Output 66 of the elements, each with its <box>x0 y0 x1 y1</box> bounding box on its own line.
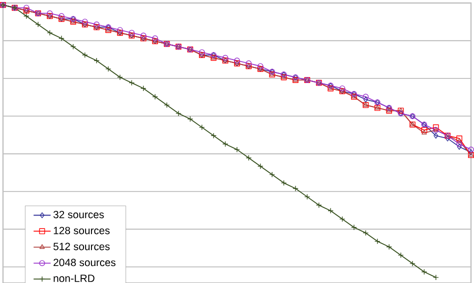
legend-label: 128 sources <box>54 226 110 234</box>
point <box>128 30 135 36</box>
point <box>257 163 264 170</box>
point <box>280 180 287 186</box>
point <box>234 146 240 152</box>
point <box>328 208 334 214</box>
point <box>23 13 30 20</box>
point <box>210 132 217 139</box>
point <box>105 66 112 72</box>
point <box>457 144 462 150</box>
point <box>246 60 252 66</box>
point <box>421 268 428 275</box>
point <box>339 216 346 222</box>
point <box>46 10 53 16</box>
point <box>140 32 146 39</box>
point <box>23 4 30 11</box>
point <box>362 230 369 236</box>
point <box>222 141 228 147</box>
point <box>316 202 322 208</box>
point <box>351 224 357 230</box>
legend-label: non-LRD <box>54 274 94 282</box>
point <box>456 141 462 147</box>
point <box>117 74 123 80</box>
legend-label: 2048 sources <box>54 258 116 266</box>
legend-label: 512 sources <box>53 242 110 250</box>
point <box>445 136 450 142</box>
point <box>198 49 205 56</box>
point <box>140 85 146 92</box>
point <box>94 58 100 64</box>
point <box>386 244 392 250</box>
point <box>456 136 462 142</box>
point <box>398 252 404 258</box>
point <box>35 22 42 28</box>
point <box>187 116 194 122</box>
point <box>257 63 264 70</box>
point <box>82 52 88 58</box>
point <box>292 186 298 192</box>
point <box>234 58 240 64</box>
point <box>432 124 439 130</box>
point <box>339 85 346 92</box>
point <box>374 238 380 244</box>
point <box>434 132 438 139</box>
legend-label: 32 sources <box>53 210 104 218</box>
point <box>152 94 158 100</box>
point <box>198 124 205 130</box>
point <box>362 94 369 100</box>
point <box>46 30 53 36</box>
point <box>164 102 170 108</box>
point <box>363 96 368 102</box>
point <box>82 18 88 25</box>
point <box>128 80 135 86</box>
point <box>410 260 416 266</box>
point <box>222 54 228 61</box>
point <box>58 13 64 20</box>
point <box>422 130 427 135</box>
point <box>152 35 158 42</box>
point <box>304 194 310 200</box>
point <box>456 138 462 143</box>
point <box>421 127 428 134</box>
point <box>176 110 182 116</box>
point <box>269 172 276 178</box>
point <box>94 22 100 28</box>
point <box>58 35 64 42</box>
point <box>117 27 123 33</box>
point <box>70 44 76 50</box>
point <box>246 154 252 161</box>
